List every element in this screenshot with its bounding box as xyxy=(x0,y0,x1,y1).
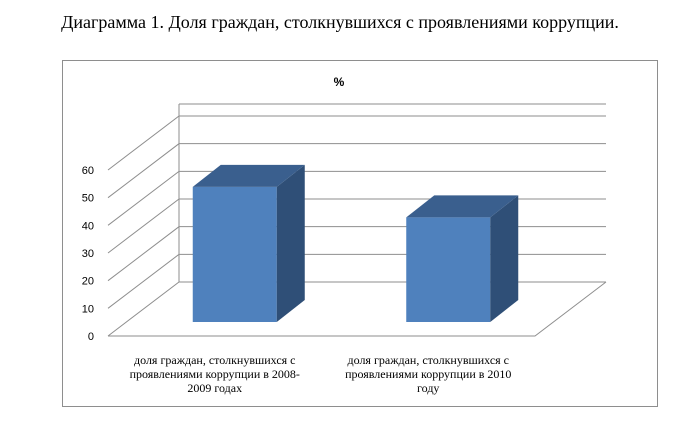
bar-front xyxy=(406,217,491,322)
gridline xyxy=(107,253,606,309)
figure-title: Диаграмма 1. Доля граждан, столкнувшихся… xyxy=(61,12,619,32)
bar-top xyxy=(192,164,305,187)
bar-top xyxy=(406,195,519,218)
bars xyxy=(192,164,519,322)
y-tick-label: 50 xyxy=(82,193,94,205)
y-tick-label: 30 xyxy=(82,248,94,260)
bar-side xyxy=(490,195,519,322)
bar-front xyxy=(192,186,277,322)
chart-walls xyxy=(108,103,607,337)
floor-edge xyxy=(108,281,607,337)
bar xyxy=(406,195,519,322)
chart-frame xyxy=(62,60,658,407)
y-tick-label: 60 xyxy=(82,165,94,177)
gridline xyxy=(107,226,606,282)
gridlines xyxy=(107,115,606,337)
gridline xyxy=(107,281,606,337)
y-tick-label: 40 xyxy=(82,220,94,232)
gridline xyxy=(107,115,606,171)
x-category-label: доля граждан, столкнувшихся с проявлениям… xyxy=(130,353,300,395)
y-tick-label: 0 xyxy=(88,331,94,343)
y-tick-label: 20 xyxy=(82,276,94,288)
bar-side xyxy=(276,164,305,322)
gridline xyxy=(107,143,606,199)
x-category-label: доля граждан, столкнувшихся с проявлениям… xyxy=(345,353,511,395)
y-axis-ticks: 0 10 20 30 40 50 60 xyxy=(82,165,94,343)
bar xyxy=(192,164,305,322)
y-tick-label: 10 xyxy=(82,303,94,315)
chart-title: % xyxy=(334,75,345,89)
gridline xyxy=(107,198,606,254)
gridline xyxy=(107,170,606,226)
x-axis-labels: доля граждан, столкнувшихся с проявлениям… xyxy=(130,353,512,395)
